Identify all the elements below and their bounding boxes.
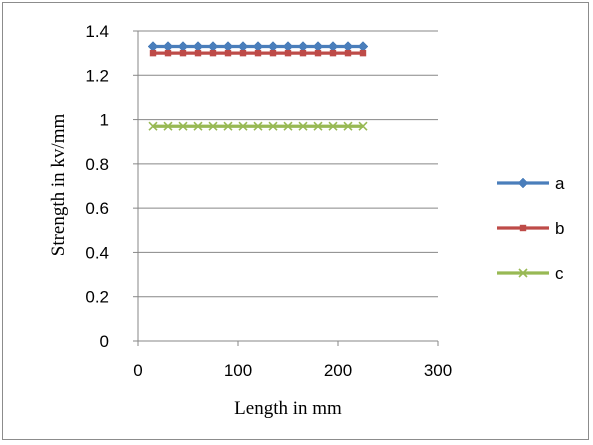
data-point: [238, 121, 248, 131]
y-tick-label: 0: [100, 332, 109, 351]
y-tick-label: 1: [100, 111, 109, 130]
legend-item-c: c: [497, 264, 564, 283]
data-point: [329, 49, 337, 57]
x-tick-label: 200: [324, 361, 352, 380]
data-point: [299, 49, 307, 57]
data-point-stroke: [163, 121, 173, 131]
data-point: [314, 49, 322, 57]
data-point: [224, 49, 232, 57]
series-a: [147, 41, 369, 52]
y-tick-label: 1.4: [85, 22, 109, 41]
data-point: [343, 121, 353, 131]
data-point: [148, 121, 158, 131]
data-point-stroke: [208, 121, 218, 131]
data-point-stroke: [148, 121, 158, 131]
data-point-stroke: [518, 268, 528, 278]
data-point: [269, 49, 277, 57]
data-point: [194, 49, 202, 57]
data-point: [239, 49, 247, 57]
y-tick-label: 1.2: [85, 66, 109, 85]
data-point: [193, 121, 203, 131]
data-point: [163, 121, 173, 131]
x-tick-label: 300: [424, 361, 452, 380]
y-tick-label: 0.2: [85, 288, 109, 307]
data-point: [358, 121, 368, 131]
data-point: [298, 121, 308, 131]
x-tick-label: 100: [224, 361, 252, 380]
legend: a b c: [497, 174, 565, 283]
data-point-stroke: [238, 121, 248, 131]
data-point: [519, 224, 527, 232]
data-point: [359, 49, 367, 57]
data-point: [223, 121, 233, 131]
legend-label: a: [555, 174, 565, 193]
data-point: [254, 49, 262, 57]
data-point-stroke: [283, 121, 293, 131]
data-point-stroke: [343, 121, 353, 131]
data-point-stroke: [313, 121, 323, 131]
plot-series: [147, 41, 369, 131]
legend-label: c: [555, 264, 564, 283]
data-point: [517, 177, 529, 189]
grid-lines: [138, 30, 438, 298]
legend-item-a: a: [497, 174, 565, 193]
series-b: [149, 49, 367, 57]
data-point-stroke: [358, 121, 368, 131]
axes: 0 0.2 0.4 0.6 0.8 1 1.2 1.4 0 100 200 300: [85, 22, 452, 380]
data-point: [209, 49, 217, 57]
data-point: [313, 121, 323, 131]
data-point: [344, 49, 352, 57]
x-axis-title: Length in mm: [234, 398, 342, 419]
y-axis-title: Strength in kv/mm: [48, 114, 69, 257]
data-point-stroke: [223, 121, 233, 131]
data-point: [179, 49, 187, 57]
data-point: [253, 121, 263, 131]
data-point: [178, 121, 188, 131]
data-point: [283, 121, 293, 131]
data-point-stroke: [328, 121, 338, 131]
legend-item-b: b: [497, 219, 564, 238]
data-point-stroke: [193, 121, 203, 131]
data-point: [328, 121, 338, 131]
data-point: [518, 268, 528, 278]
data-point-stroke: [178, 121, 188, 131]
data-point: [164, 49, 172, 57]
data-point: [268, 121, 278, 131]
data-point: [149, 49, 157, 57]
y-tick-label: 0.4: [85, 243, 109, 262]
y-tick-label: 0.6: [85, 199, 109, 218]
series-c: [148, 121, 368, 131]
legend-label: b: [555, 219, 564, 238]
data-point-stroke: [268, 121, 278, 131]
data-point: [208, 121, 218, 131]
y-tick-label: 0.8: [85, 155, 109, 174]
data-point: [284, 49, 292, 57]
x-tick-label: 0: [133, 361, 142, 380]
data-point-stroke: [298, 121, 308, 131]
data-point-stroke: [253, 121, 263, 131]
